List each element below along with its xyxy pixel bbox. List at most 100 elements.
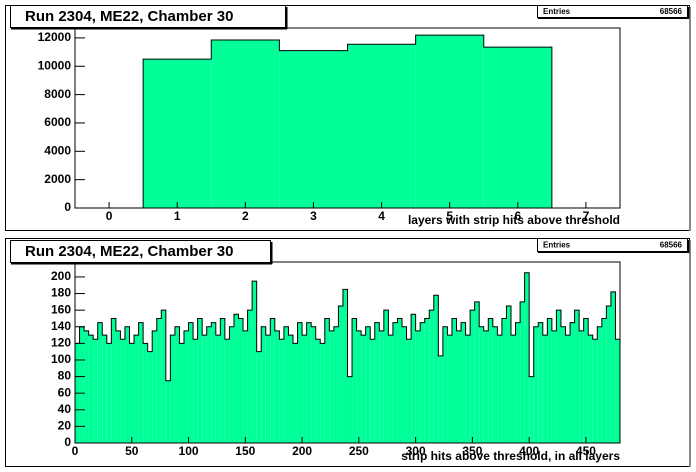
bar xyxy=(97,322,103,443)
bar xyxy=(279,339,284,443)
bar xyxy=(474,301,480,443)
bar xyxy=(315,339,321,443)
bar xyxy=(533,326,539,443)
bar xyxy=(184,330,189,443)
bar xyxy=(111,318,116,443)
bar xyxy=(115,330,121,443)
bar xyxy=(583,318,589,443)
bar xyxy=(188,322,194,443)
y-tick-label: 4000 xyxy=(44,143,71,157)
bar xyxy=(93,339,98,443)
bar xyxy=(324,318,330,443)
bar xyxy=(320,343,325,443)
bar xyxy=(84,330,89,443)
bar xyxy=(120,339,125,443)
bar xyxy=(197,318,203,443)
bar xyxy=(143,343,148,443)
bar xyxy=(129,343,135,443)
bar xyxy=(515,322,521,443)
bar xyxy=(202,335,207,443)
bar xyxy=(233,314,239,443)
bar xyxy=(420,322,425,443)
y-tick-label: 80 xyxy=(58,369,72,383)
y-tick-label: 8000 xyxy=(44,87,71,101)
bar xyxy=(565,335,571,443)
bar xyxy=(279,50,348,208)
bar xyxy=(415,35,484,209)
x-tick-label: 450 xyxy=(576,444,596,458)
bar xyxy=(283,326,289,443)
bar xyxy=(615,339,620,443)
bar xyxy=(492,326,498,443)
bar xyxy=(342,289,348,443)
bar xyxy=(392,322,398,443)
bar xyxy=(152,330,157,443)
bar xyxy=(170,335,175,443)
x-tick-label: 250 xyxy=(349,444,369,458)
bar xyxy=(479,326,484,443)
bar xyxy=(529,376,534,443)
bar xyxy=(433,295,439,443)
bar xyxy=(524,272,530,443)
bar xyxy=(215,335,221,443)
bar xyxy=(383,310,389,443)
bar xyxy=(143,59,212,208)
y-tick-label: 100 xyxy=(51,352,71,366)
stats-label: Entries xyxy=(543,241,571,250)
bar xyxy=(415,330,421,443)
y-tick-label: 200 xyxy=(51,269,71,283)
bar xyxy=(570,322,575,443)
bar xyxy=(438,355,443,443)
bar xyxy=(402,326,407,443)
bar xyxy=(597,326,602,443)
bar xyxy=(588,335,593,443)
y-tick-label: 120 xyxy=(51,336,71,350)
bar xyxy=(542,335,548,443)
bar xyxy=(429,310,434,443)
bar xyxy=(261,326,266,443)
y-tick-label: 6000 xyxy=(44,115,71,129)
x-tick-label: 1 xyxy=(174,209,181,223)
bar xyxy=(193,339,198,443)
bar xyxy=(579,330,584,443)
x-tick-label: 3 xyxy=(310,209,317,223)
x-axis-label: layers with strip hits above threshold xyxy=(408,213,620,227)
bar xyxy=(506,306,511,443)
bar xyxy=(138,322,144,443)
x-tick-label: 0 xyxy=(106,209,113,223)
bar xyxy=(547,318,552,443)
bar xyxy=(406,339,412,443)
y-tick-label: 20 xyxy=(58,419,72,433)
bar xyxy=(102,335,107,443)
bar xyxy=(179,343,184,443)
y-tick-label: 2000 xyxy=(44,172,71,186)
bar xyxy=(356,330,362,443)
bar xyxy=(243,330,248,443)
y-tick-label: 12000 xyxy=(38,30,72,44)
bar xyxy=(560,326,566,443)
bar xyxy=(288,335,293,443)
bar xyxy=(274,330,280,443)
x-tick-label: 6 xyxy=(514,209,521,223)
bar xyxy=(461,322,466,443)
bar xyxy=(556,310,561,443)
bar xyxy=(497,335,502,443)
bar xyxy=(329,330,334,443)
bar xyxy=(551,330,557,443)
bar xyxy=(147,351,153,443)
x-axis-label: strip hits above threshold, in all layer… xyxy=(401,449,620,463)
bar xyxy=(220,318,225,443)
bar xyxy=(165,380,171,443)
y-tick-label: 0 xyxy=(64,200,71,214)
bar xyxy=(451,318,457,443)
chart-title: Run 2304, ME22, Chamber 30 xyxy=(25,8,233,25)
bar xyxy=(302,335,307,443)
bar xyxy=(397,318,402,443)
bar xyxy=(293,343,298,443)
bar xyxy=(306,322,312,443)
stats-value: 68566 xyxy=(660,241,683,250)
histogram-outline xyxy=(142,34,553,208)
bar xyxy=(297,322,303,443)
bar xyxy=(365,326,371,443)
